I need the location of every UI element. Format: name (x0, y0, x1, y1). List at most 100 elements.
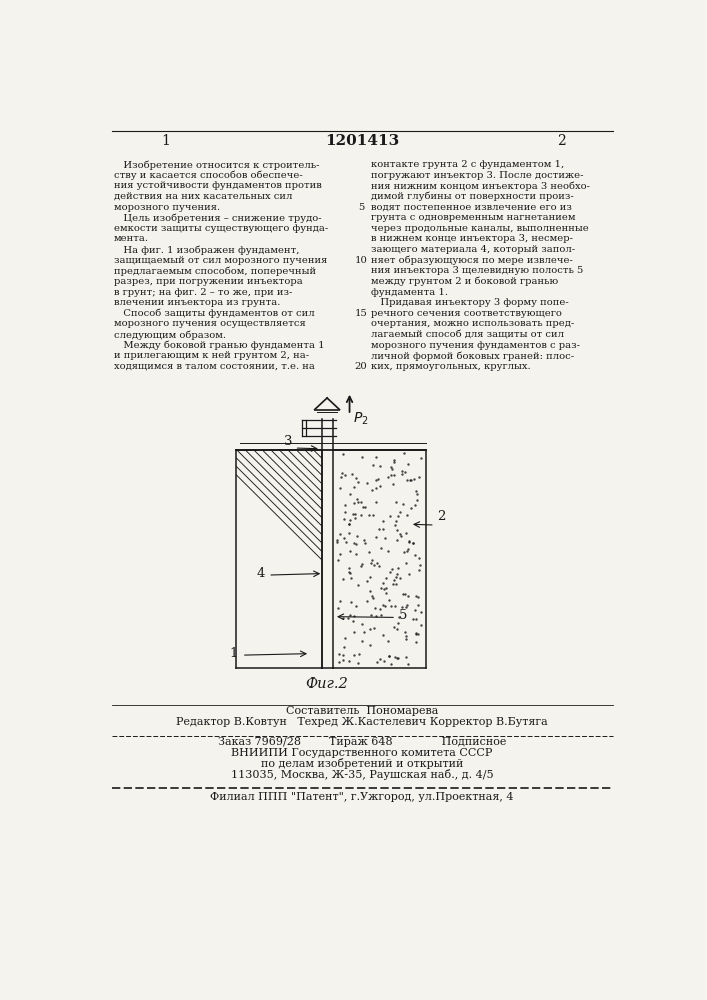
Point (393, 609, 404, 625)
Point (390, 598, 401, 614)
Point (397, 496, 409, 512)
Point (358, 624, 369, 640)
Point (412, 589, 423, 605)
Text: ких, прямоугольных, круглых.: ких, прямоугольных, круглых. (371, 362, 531, 371)
Point (380, 585, 392, 601)
Point (414, 557, 426, 573)
Point (378, 575, 389, 591)
Point (338, 511, 349, 527)
Point (371, 654, 382, 670)
Point (389, 572, 400, 588)
Point (387, 576, 398, 592)
Point (332, 552, 344, 568)
Point (413, 597, 424, 613)
Text: морозного пучения.: морозного пучения. (114, 203, 220, 212)
Point (410, 625, 421, 641)
Text: ния устойчивости фундаментов против: ния устойчивости фундаментов против (114, 181, 322, 190)
Point (400, 555, 411, 571)
Text: Заказ 7969/28        Тираж 648              Подписное: Заказ 7969/28 Тираж 648 Подписное (218, 737, 506, 747)
Point (357, 499, 368, 515)
Point (391, 650, 402, 666)
Point (380, 580, 392, 596)
Point (389, 517, 400, 533)
Point (389, 452, 400, 468)
Point (356, 556, 368, 572)
Point (390, 576, 401, 592)
Point (344, 543, 355, 559)
Point (366, 607, 377, 623)
Text: защищаемый от сил морозного пучения: защищаемый от сил морозного пучения (114, 256, 327, 265)
Text: лагаемый способ для защиты от сил: лагаемый способ для защиты от сил (371, 330, 564, 339)
Point (401, 472, 412, 488)
Point (383, 648, 395, 664)
Point (354, 646, 365, 662)
Point (364, 637, 375, 653)
Point (359, 499, 370, 515)
Point (403, 534, 414, 550)
Point (404, 472, 416, 488)
Text: мента.: мента. (114, 234, 149, 243)
Point (396, 528, 407, 544)
Point (365, 621, 376, 637)
Text: ходящимся в талом состоянии, т.е. на: ходящимся в талом состоянии, т.е. на (114, 362, 315, 371)
Text: емкости защиты существующего фунда-: емкости защиты существующего фунда- (114, 224, 328, 233)
Point (402, 656, 414, 672)
Text: между грунтом 2 и боковой гранью: между грунтом 2 и боковой гранью (371, 277, 559, 286)
Point (370, 472, 381, 488)
Point (368, 457, 379, 473)
Point (389, 619, 400, 635)
Point (334, 480, 345, 496)
Point (335, 469, 346, 485)
Point (351, 598, 362, 614)
Point (398, 445, 409, 461)
Point (370, 480, 382, 496)
Point (356, 449, 368, 465)
Point (349, 608, 360, 624)
Point (351, 546, 362, 562)
Point (334, 526, 346, 542)
Point (351, 528, 363, 544)
Point (344, 525, 355, 541)
Point (349, 624, 360, 640)
Point (377, 597, 388, 613)
Point (391, 569, 402, 585)
Point (390, 649, 401, 665)
Point (412, 626, 423, 642)
Point (392, 566, 403, 582)
Point (401, 599, 412, 615)
Point (403, 533, 414, 549)
Text: ству и касается способов обеспече-: ству и касается способов обеспече- (114, 171, 303, 180)
Point (397, 463, 408, 479)
Point (410, 611, 421, 627)
Point (344, 486, 356, 502)
Text: в нижнем конце инъектора 3, несмер-: в нижнем конце инъектора 3, несмер- (371, 234, 573, 243)
Text: действия на них касательных сил: действия на них касательных сил (114, 192, 292, 201)
Text: 1: 1 (230, 647, 238, 660)
Point (344, 653, 355, 669)
Point (339, 630, 351, 646)
Point (349, 495, 360, 511)
Point (366, 552, 378, 568)
Point (349, 479, 360, 495)
Point (388, 467, 399, 483)
Text: по делам изобретений и открытий: по делам изобретений и открытий (261, 758, 463, 769)
Point (344, 516, 355, 532)
Point (416, 617, 427, 633)
Text: Между боковой гранью фундамента 1: Между боковой гранью фундамента 1 (114, 341, 325, 350)
Text: в грунт; на фиг. 2 – то же, при из-: в грунт; на фиг. 2 – то же, при из- (114, 288, 292, 297)
Point (337, 647, 349, 663)
Point (380, 570, 392, 586)
Point (337, 446, 349, 462)
Point (407, 611, 419, 627)
Point (378, 513, 389, 529)
Point (392, 532, 403, 548)
Point (411, 588, 422, 604)
Point (347, 613, 358, 629)
Point (410, 626, 421, 642)
Point (375, 607, 387, 623)
Text: морозного пучения осуществляется: морозного пучения осуществляется (114, 319, 305, 328)
Point (399, 544, 410, 560)
Point (391, 513, 402, 529)
Point (334, 654, 345, 670)
Point (399, 586, 410, 602)
